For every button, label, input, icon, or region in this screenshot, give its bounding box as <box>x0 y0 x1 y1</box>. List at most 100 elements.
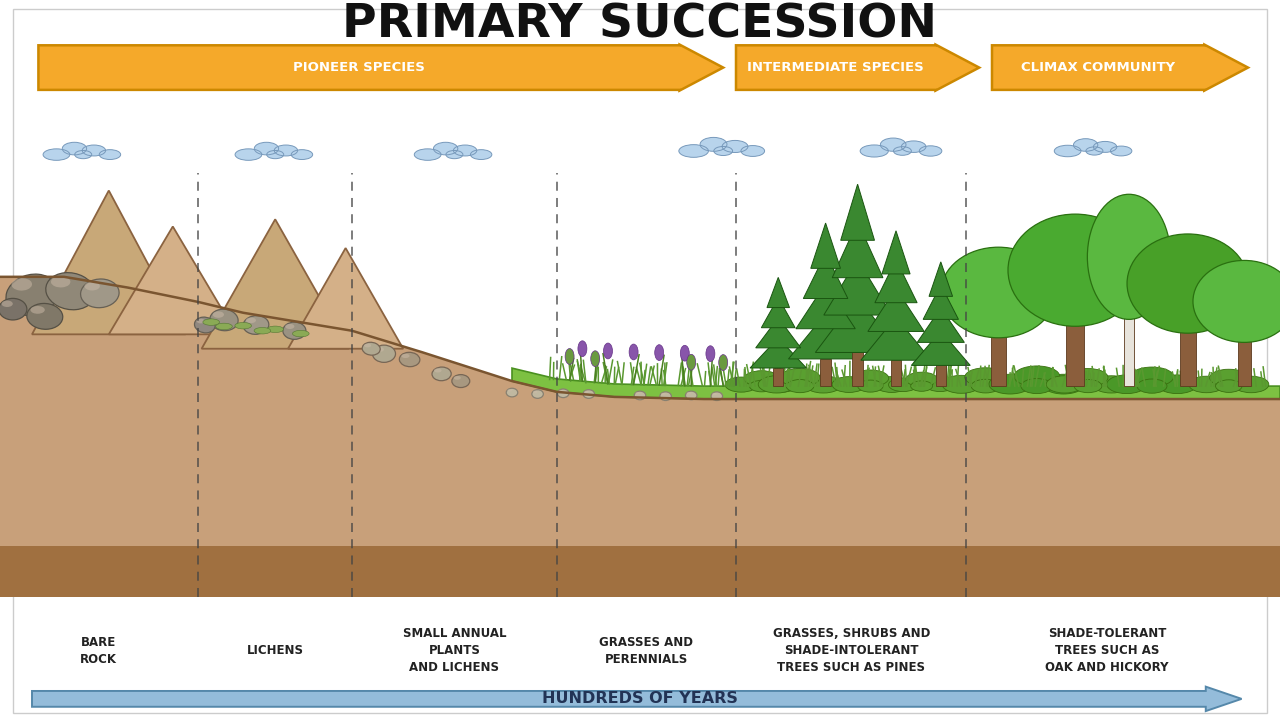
Ellipse shape <box>660 393 666 395</box>
Polygon shape <box>32 191 186 334</box>
Ellipse shape <box>1111 146 1132 156</box>
Text: SHADE-TOLERANT
TREES SUCH AS
OAK AND HICKORY: SHADE-TOLERANT TREES SUCH AS OAK AND HIC… <box>1046 627 1169 674</box>
Polygon shape <box>804 253 847 298</box>
Polygon shape <box>992 45 1248 91</box>
Ellipse shape <box>204 319 220 325</box>
FancyBboxPatch shape <box>1066 311 1084 386</box>
Ellipse shape <box>1093 142 1116 152</box>
Ellipse shape <box>660 392 672 400</box>
FancyBboxPatch shape <box>852 352 863 386</box>
Polygon shape <box>882 231 910 274</box>
Ellipse shape <box>285 324 294 329</box>
Ellipse shape <box>243 316 269 334</box>
Polygon shape <box>288 248 403 349</box>
Ellipse shape <box>246 318 256 323</box>
Ellipse shape <box>942 375 980 393</box>
Text: SMALL ANNUAL
PLANTS
AND LICHENS: SMALL ANNUAL PLANTS AND LICHENS <box>403 627 506 674</box>
Ellipse shape <box>74 150 92 159</box>
Ellipse shape <box>584 390 589 393</box>
Ellipse shape <box>195 317 215 333</box>
Ellipse shape <box>714 147 732 155</box>
Ellipse shape <box>507 388 517 397</box>
Polygon shape <box>923 285 959 319</box>
Ellipse shape <box>372 345 396 362</box>
Ellipse shape <box>532 390 538 393</box>
Ellipse shape <box>1074 380 1102 393</box>
Text: PIONEER SPECIES: PIONEER SPECIES <box>293 61 425 74</box>
Polygon shape <box>815 296 900 352</box>
Ellipse shape <box>700 137 727 151</box>
Ellipse shape <box>780 369 820 386</box>
Polygon shape <box>0 546 1280 597</box>
Ellipse shape <box>453 145 476 156</box>
Polygon shape <box>736 45 979 91</box>
Ellipse shape <box>678 145 708 157</box>
Ellipse shape <box>532 390 544 398</box>
Ellipse shape <box>1093 376 1130 393</box>
Ellipse shape <box>724 377 758 392</box>
Ellipse shape <box>718 354 727 370</box>
Ellipse shape <box>82 145 105 156</box>
Ellipse shape <box>558 390 563 393</box>
Ellipse shape <box>375 347 384 352</box>
Ellipse shape <box>1021 379 1052 393</box>
Ellipse shape <box>431 367 452 380</box>
Ellipse shape <box>51 276 70 288</box>
Ellipse shape <box>744 371 780 386</box>
Ellipse shape <box>686 392 691 395</box>
Ellipse shape <box>1088 194 1170 319</box>
Text: PRIMARY SUCCESSION: PRIMARY SUCCESSION <box>343 3 937 47</box>
Ellipse shape <box>741 145 764 157</box>
Ellipse shape <box>46 273 95 310</box>
Ellipse shape <box>1234 376 1268 393</box>
Ellipse shape <box>750 380 773 392</box>
Ellipse shape <box>274 145 297 156</box>
Ellipse shape <box>415 149 442 160</box>
Ellipse shape <box>707 346 716 362</box>
Ellipse shape <box>1137 379 1167 393</box>
Text: INTERMEDIATE SPECIES: INTERMEDIATE SPECIES <box>748 61 924 74</box>
FancyBboxPatch shape <box>991 326 1006 386</box>
Polygon shape <box>796 283 855 329</box>
Ellipse shape <box>27 303 63 329</box>
Ellipse shape <box>445 150 463 159</box>
Ellipse shape <box>283 322 306 339</box>
Ellipse shape <box>362 342 380 355</box>
Ellipse shape <box>765 377 799 392</box>
Ellipse shape <box>558 389 570 398</box>
Ellipse shape <box>0 298 27 320</box>
Ellipse shape <box>584 390 595 398</box>
Ellipse shape <box>266 150 284 159</box>
Polygon shape <box>202 219 348 349</box>
Ellipse shape <box>215 323 233 329</box>
Polygon shape <box>109 226 237 334</box>
Polygon shape <box>911 331 970 365</box>
Ellipse shape <box>364 344 371 347</box>
Polygon shape <box>512 368 1280 399</box>
Ellipse shape <box>628 344 639 360</box>
FancyBboxPatch shape <box>820 359 831 386</box>
Text: LICHENS: LICHENS <box>247 644 303 657</box>
Ellipse shape <box>989 374 1032 394</box>
Ellipse shape <box>6 274 58 316</box>
Polygon shape <box>918 308 964 342</box>
Ellipse shape <box>255 142 279 155</box>
Ellipse shape <box>292 150 312 160</box>
Ellipse shape <box>876 377 909 393</box>
Ellipse shape <box>604 343 613 359</box>
Ellipse shape <box>44 149 70 160</box>
Ellipse shape <box>852 370 888 386</box>
Ellipse shape <box>1193 260 1280 342</box>
FancyBboxPatch shape <box>936 365 946 386</box>
Ellipse shape <box>1107 375 1147 393</box>
Ellipse shape <box>1157 375 1197 393</box>
Ellipse shape <box>941 247 1056 338</box>
FancyBboxPatch shape <box>1180 320 1196 386</box>
Ellipse shape <box>399 352 420 367</box>
Ellipse shape <box>1042 374 1084 394</box>
Ellipse shape <box>292 331 308 336</box>
Ellipse shape <box>471 150 492 160</box>
Ellipse shape <box>686 391 698 400</box>
Ellipse shape <box>893 147 911 155</box>
Ellipse shape <box>1074 139 1098 151</box>
